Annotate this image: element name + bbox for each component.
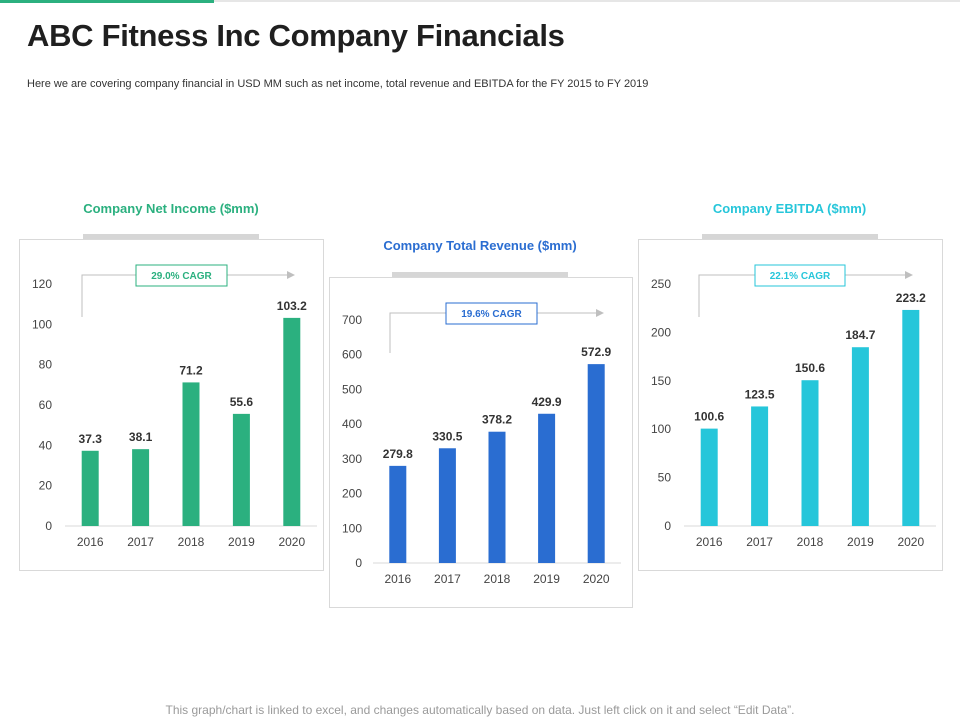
revenue-x-tick-label: 2016	[384, 572, 411, 586]
net-income-bar-value-label: 38.1	[129, 430, 153, 444]
footer-note: This graph/chart is linked to excel, and…	[165, 703, 795, 717]
net-income-bar	[81, 450, 99, 526]
ebitda-bar-value-label: 150.6	[795, 361, 825, 375]
revenue-chart[interactable]: 0 100 200 300 400 500 600 700 279.8 2016 330.5 2017…	[329, 277, 633, 608]
ebitda-y-tick-label: 100	[651, 422, 671, 436]
ebitda-cagr-box	[754, 264, 846, 287]
ebitda-bar	[751, 406, 769, 526]
net-income-cagr-arrowhead	[287, 271, 295, 279]
ebitda-y-tick-label: 250	[651, 277, 671, 291]
ebitda-x-tick-label: 2017	[746, 535, 773, 549]
page-title: ABC Fitness Inc Company Financials	[27, 18, 565, 53]
ebitda-y-tick-label: 0	[664, 519, 671, 533]
revenue-bar	[389, 465, 407, 563]
ebitda-bar	[902, 309, 920, 526]
revenue-bar	[488, 431, 506, 563]
revenue-x-tick-label: 2019	[533, 572, 560, 586]
ebitda-chart-title: Company EBITDA ($mm)	[712, 201, 867, 216]
revenue-bar	[538, 413, 556, 563]
net-income-x-tick-label: 2016	[77, 535, 104, 549]
net-income-y-tick-label: 80	[39, 358, 53, 372]
ebitda-panel-tab	[702, 234, 878, 242]
net-income-y-tick-label: 0	[45, 519, 52, 533]
net-income-bar-value-label: 71.2	[179, 363, 203, 377]
net-income-bar-value-label: 103.2	[277, 299, 307, 313]
revenue-y-tick-label: 300	[342, 452, 362, 466]
revenue-y-tick-label: 200	[342, 487, 362, 501]
net-income-chart[interactable]: 0 20 40 60 80 100 120 37.3 2016 38.1 2017 71.2 2018 5…	[19, 239, 324, 571]
revenue-x-tick-label: 2020	[583, 572, 610, 586]
page-subtitle: Here we are covering company financial i…	[27, 78, 649, 90]
net-income-bar	[182, 382, 200, 526]
revenue-y-tick-label: 100	[342, 521, 362, 535]
revenue-cagr-label: 19.6% CAGR	[461, 309, 522, 320]
net-income-y-tick-label: 40	[39, 438, 53, 452]
ebitda-x-tick-label: 2020	[897, 535, 924, 549]
net-income-y-tick-label: 120	[32, 277, 52, 291]
net-income-panel	[19, 239, 324, 571]
ebitda-panel	[638, 239, 943, 571]
revenue-panel	[329, 277, 633, 608]
revenue-y-tick-label: 600	[342, 348, 362, 362]
net-income-x-tick-label: 2018	[178, 535, 205, 549]
net-income-cagr-box	[135, 264, 228, 287]
revenue-y-tick-label: 0	[355, 556, 362, 570]
net-income-x-tick-label: 2020	[278, 535, 305, 549]
revenue-y-tick-label: 700	[342, 313, 362, 327]
ebitda-cagr-label: 22.1% CAGR	[770, 271, 831, 282]
revenue-bar-value-label: 572.9	[581, 345, 611, 359]
net-income-x-tick-label: 2019	[228, 535, 255, 549]
ebitda-bar	[851, 347, 869, 526]
revenue-bar	[438, 448, 456, 563]
net-income-cagr-label: 29.0% CAGR	[151, 271, 212, 282]
revenue-cagr-box	[445, 302, 538, 325]
revenue-y-tick-label: 400	[342, 417, 362, 431]
net-income-y-tick-label: 100	[32, 317, 52, 331]
ebitda-y-tick-label: 200	[651, 325, 671, 339]
ebitda-y-tick-label: 150	[651, 374, 671, 388]
top-rule	[0, 0, 960, 2]
ebitda-x-tick-label: 2018	[797, 535, 824, 549]
net-income-bar-value-label: 37.3	[79, 432, 103, 446]
top-accent-bar	[0, 0, 214, 3]
net-income-panel-tab	[83, 234, 259, 242]
net-income-chart-title: Company Net Income ($mm)	[83, 201, 259, 216]
revenue-cagr-arrowhead	[596, 309, 604, 317]
ebitda-cagr-arrowhead	[905, 271, 913, 279]
revenue-x-tick-label: 2017	[434, 572, 461, 586]
revenue-chart-title: Company Total Revenue ($mm)	[383, 238, 577, 253]
ebitda-bar-value-label: 123.5	[745, 387, 775, 401]
net-income-bar-value-label: 55.6	[230, 395, 254, 409]
ebitda-y-tick-label: 50	[658, 471, 672, 485]
net-income-y-tick-label: 20	[39, 479, 53, 493]
revenue-bar-value-label: 279.8	[383, 447, 413, 461]
ebitda-x-tick-label: 2019	[847, 535, 874, 549]
ebitda-bar-value-label: 100.6	[694, 410, 724, 424]
ebitda-bar-value-label: 223.2	[896, 291, 926, 305]
ebitda-chart[interactable]: 0 50 100 150 200 250 100.6 2016 123.5 2017 150.6 20…	[638, 239, 943, 571]
ebitda-bar	[801, 380, 819, 526]
net-income-x-tick-label: 2017	[127, 535, 154, 549]
ebitda-bar-value-label: 184.7	[845, 328, 875, 342]
ebitda-x-tick-label: 2016	[696, 535, 723, 549]
revenue-bar-value-label: 429.9	[532, 395, 562, 409]
revenue-bar	[587, 364, 605, 563]
net-income-bar	[132, 449, 150, 526]
revenue-bar-value-label: 330.5	[432, 429, 462, 443]
revenue-bar-value-label: 378.2	[482, 413, 512, 427]
revenue-y-tick-label: 500	[342, 382, 362, 396]
net-income-bar	[232, 413, 250, 526]
net-income-bar	[283, 317, 301, 526]
ebitda-bar	[700, 428, 718, 526]
net-income-y-tick-label: 60	[39, 398, 53, 412]
revenue-x-tick-label: 2018	[484, 572, 511, 586]
revenue-panel-tab	[392, 272, 568, 280]
